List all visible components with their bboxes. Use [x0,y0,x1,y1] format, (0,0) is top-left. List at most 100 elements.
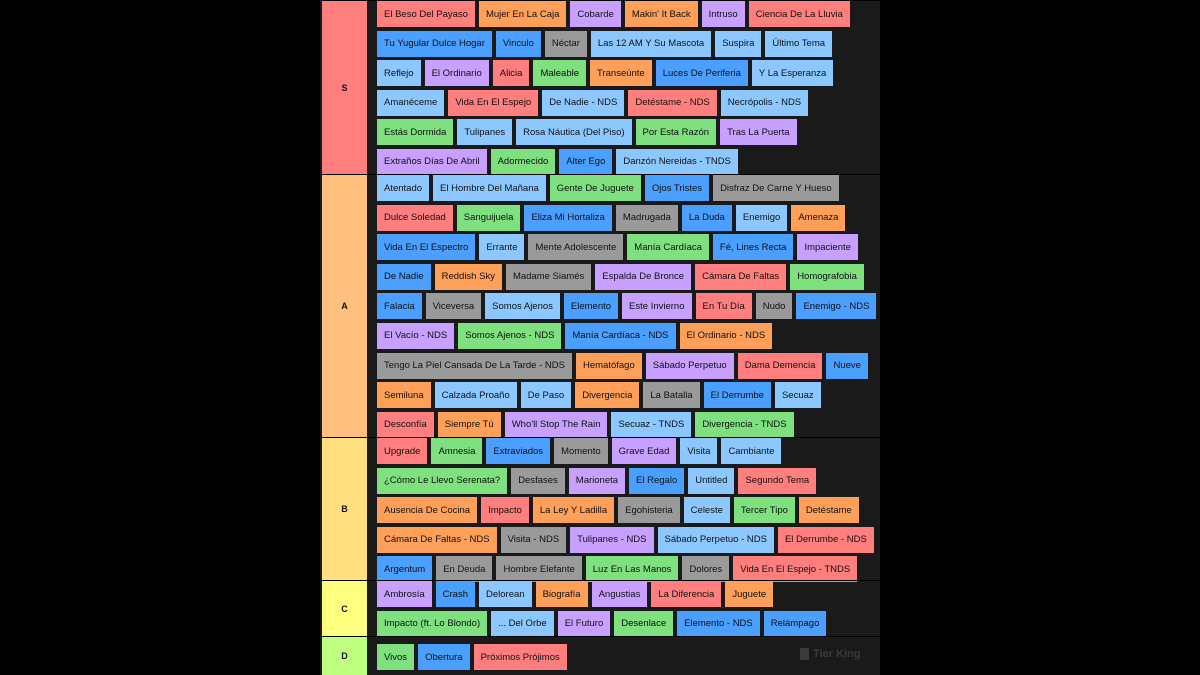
tier-item[interactable]: Enemigo - NDS [796,293,877,320]
tier-item[interactable]: Adormecido [490,148,556,175]
tier-item[interactable]: Vinculo [495,30,541,57]
tier-item[interactable]: ... Del Orbe [491,610,554,637]
tier-item[interactable]: Danzón Nereidas - TNDS [616,148,738,175]
tier-item[interactable]: Último Tema [765,30,833,57]
tier-item[interactable]: Tercer Tipo [733,497,795,524]
tier-item[interactable]: De Paso [520,382,572,409]
tier-item[interactable]: Tulipanes - NDS [570,526,654,553]
tier-item[interactable]: Tengo La Piel Cansada De La Tarde - NDS [377,352,572,379]
tier-item[interactable]: Crash [435,581,475,607]
tier-item[interactable]: Detéstame [798,497,859,524]
tier-item[interactable]: Calzada Proaño [434,382,517,409]
tier-item[interactable]: La Batalla [643,382,700,409]
tier-item[interactable]: Madrugada [615,204,678,231]
tier-item[interactable]: Necrópolis - NDS [720,89,809,116]
tier-item[interactable]: Por Esta Razón [635,119,717,146]
tier-item[interactable]: El Hombre Del Mañana [433,175,546,201]
tier-item[interactable]: De Nadie [377,263,431,290]
tier-item[interactable]: Transeúnte [590,60,652,87]
tier-item[interactable]: Desfases [511,467,565,494]
tier-item[interactable]: Who'll Stop The Rain [504,411,608,438]
tier-item[interactable]: Amnesia [431,438,483,464]
tier-item[interactable]: El Ordinario [424,60,489,87]
tier-item[interactable]: Grave Edad [611,438,677,464]
tier-item[interactable]: Rosa Náutica (Del Piso) [516,119,632,146]
tier-item[interactable]: Celeste [683,497,730,524]
tier-item[interactable]: Divergencia [575,382,640,409]
tier-item[interactable]: Argentum [377,556,433,583]
tier-item[interactable]: Homografobia [790,263,864,290]
tier-item[interactable]: Egohisteria [618,497,680,524]
tier-item[interactable]: Untitled [688,467,735,494]
tier-item[interactable]: Ambrosía [377,581,432,607]
tier-item[interactable]: Este Invierno [622,293,692,320]
tier-item[interactable]: Impacto [481,497,529,524]
tier-item[interactable]: Relámpago [763,610,827,637]
tier-item[interactable]: Mujer En La Caja [478,1,567,27]
tier-item[interactable]: Nueve [826,352,868,379]
tier-item[interactable]: Tu Yugular Dulce Hogar [377,30,492,57]
tier-item[interactable]: Elemento - NDS [677,610,760,637]
tier-item[interactable]: Alter Ego [559,148,613,175]
tier-item[interactable]: Siempre Tú [437,411,501,438]
tier-item[interactable]: Mente Adolescente [528,234,624,261]
tier-item[interactable]: Vida En El Espejo [448,89,539,116]
tier-item[interactable]: Vida En El Espejo - TNDS [733,556,858,583]
tier-item[interactable]: Enemigo [735,204,788,231]
tier-item[interactable]: Hematófago [575,352,642,379]
tier-item[interactable]: En Deuda [436,556,493,583]
tier-item[interactable]: Tulipanes [457,119,513,146]
tier-item[interactable]: Dama Demencia [737,352,823,379]
tier-item[interactable]: Obertura [418,644,470,670]
tier-item[interactable]: Detéstame - NDS [628,89,717,116]
tier-item[interactable]: Visita - NDS [500,526,567,553]
tier-item[interactable]: Estás Dormida [377,119,454,146]
tier-item[interactable]: Sábado Perpetuo [645,352,734,379]
tier-item[interactable]: Luz En Las Manos [585,556,679,583]
tier-item[interactable]: Desenlace [614,610,674,637]
tier-item[interactable]: Nudo [755,293,793,320]
tier-item[interactable]: ¿Cómo Le Llevo Serenata? [377,467,508,494]
tier-item[interactable]: Marioneta [568,467,626,494]
tier-item[interactable]: Amanéceme [377,89,445,116]
tier-item[interactable]: Gente De Juguete [549,175,641,201]
tier-item[interactable]: Maleable [533,60,587,87]
tier-item[interactable]: El Derrumbe [703,382,771,409]
tier-item[interactable]: Secuaz - TNDS [611,411,692,438]
tier-item[interactable]: Intruso [701,1,745,27]
tier-item[interactable]: Desconfía [377,411,434,438]
tier-item[interactable]: Impacto (ft. Lo Blondo) [377,610,488,637]
tier-item[interactable]: Sábado Perpetuo - NDS [657,526,774,553]
tier-item[interactable]: Suspira [715,30,762,57]
tier-item[interactable]: Hombre Elefante [496,556,582,583]
tier-item[interactable]: La Duda [681,204,732,231]
tier-item[interactable]: Vivos [377,644,415,670]
tier-item[interactable]: Delorean [479,581,532,607]
tier-item[interactable]: El Futuro [557,610,611,637]
tier-item[interactable]: Cámara De Faltas [695,263,787,290]
tier-item[interactable]: Reddish Sky [434,263,502,290]
tier-item[interactable]: Luces De Periferia [655,60,748,87]
tier-item[interactable]: Ausencia De Cocina [377,497,478,524]
tier-item[interactable]: Dulce Soledad [377,204,453,231]
tier-item[interactable]: Segundo Tema [738,467,817,494]
tier-item[interactable]: Fé, Lines Recta [712,234,794,261]
tier-item[interactable]: Makin' It Back [624,1,698,27]
tier-item[interactable]: Néctar [544,30,587,57]
tier-item[interactable]: Ciencia De La Lluvia [748,1,850,27]
tier-item[interactable]: Viceversa [425,293,482,320]
tier-item[interactable]: Tras La Puerta [720,119,797,146]
tier-item[interactable]: Extraños Días De Abril [377,148,487,175]
tier-item[interactable]: La Ley Y Ladilla [532,497,615,524]
tier-item[interactable]: El Beso Del Payaso [377,1,475,27]
tier-item[interactable]: El Ordinario - NDS [679,322,773,349]
tier-item[interactable]: Somos Ajenos - NDS [458,322,562,349]
tier-item[interactable]: Atentado [377,175,430,201]
tier-item[interactable]: Próximos Prójimos [473,644,567,670]
tier-item[interactable]: Visita [680,438,718,464]
tier-item[interactable]: Elemento [563,293,619,320]
tier-item[interactable]: Vida En El Espectro [377,234,476,261]
tier-item[interactable]: Cambiante [721,438,782,464]
tier-item[interactable]: Errante [479,234,525,261]
tier-item[interactable]: Alicia [492,60,530,87]
